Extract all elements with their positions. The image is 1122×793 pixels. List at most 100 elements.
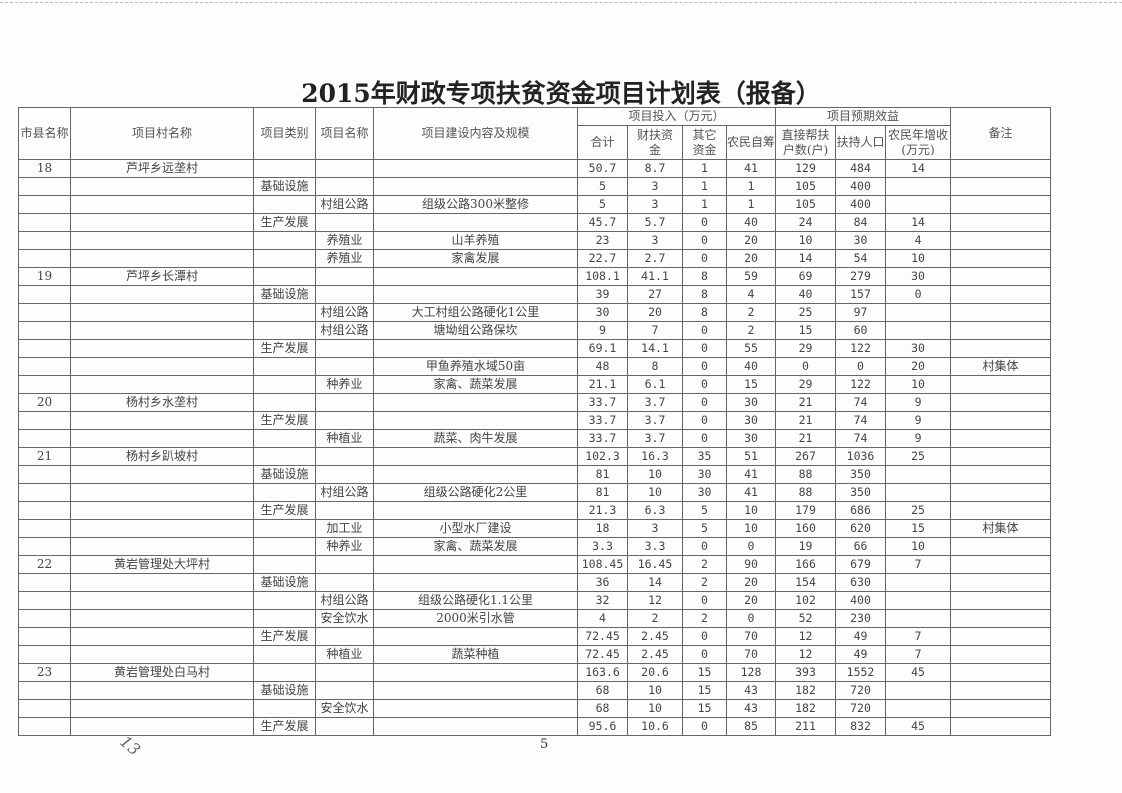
total-cell: 45.7	[577, 213, 628, 232]
self-cell: 1	[725, 177, 777, 196]
county-cell	[18, 717, 71, 736]
county-cell	[18, 501, 71, 520]
county-cell	[18, 465, 71, 484]
fiscal-cell: 3	[627, 519, 683, 538]
county-cell: 23	[18, 663, 71, 682]
county-cell	[18, 519, 71, 538]
income-cell: 20	[885, 357, 952, 376]
households-cell: 105	[775, 177, 837, 196]
note-cell	[950, 465, 1052, 484]
col-households: 直接帮扶户数(户)	[775, 125, 837, 160]
header-row-2: 合计 财扶资金 其它资金 农民自筹 直接帮扶户数(户) 扶持人口 农民年增收(万…	[19, 125, 1051, 160]
table-row: 生产发展 45.7 5.7 0 40 24 84 14	[18, 213, 1052, 232]
village-cell	[70, 573, 254, 592]
households-cell: 19	[775, 537, 837, 556]
fiscal-cell: 3.3	[627, 537, 683, 556]
category-cell	[253, 231, 316, 250]
category-cell: 基础设施	[253, 573, 316, 592]
households-cell: 52	[775, 609, 837, 628]
total-cell: 108.45	[577, 555, 628, 574]
self-cell: 15	[725, 375, 777, 394]
people-cell: 49	[835, 627, 887, 646]
category-cell	[253, 429, 316, 448]
county-cell	[18, 375, 71, 394]
county-cell	[18, 609, 71, 628]
project-cell: 安全饮水	[315, 609, 374, 628]
self-cell: 40	[725, 357, 777, 376]
category-cell	[253, 267, 316, 286]
village-cell	[70, 483, 254, 502]
content-cell	[373, 627, 578, 646]
self-cell: 41	[725, 465, 777, 484]
note-cell	[950, 645, 1052, 664]
households-cell: 267	[775, 447, 837, 466]
note-cell	[950, 195, 1052, 214]
table-row: 加工业 小型水厂建设 18 3 5 10 160 620 15 村集体	[18, 519, 1052, 538]
people-cell: 630	[835, 573, 887, 592]
households-cell: 15	[775, 321, 837, 340]
county-cell	[18, 321, 71, 340]
note-cell	[950, 501, 1052, 520]
village-cell	[70, 375, 254, 394]
category-cell: 生产发展	[253, 411, 316, 430]
total-cell: 5	[577, 177, 628, 196]
people-cell: 279	[835, 267, 887, 286]
total-cell: 23	[577, 231, 628, 250]
table-row: 安全饮水 68 10 15 43 182 720	[18, 699, 1052, 718]
people-cell: 74	[835, 393, 887, 412]
project-cell: 养殖业	[315, 249, 374, 268]
income-cell	[885, 609, 952, 628]
county-cell	[18, 177, 71, 196]
table-row: 种植业 蔬菜种植 72.45 2.45 0 70 12 49 7	[18, 645, 1052, 664]
village-cell	[70, 609, 254, 628]
village-cell	[70, 465, 254, 484]
households-cell: 14	[775, 249, 837, 268]
table-row: 基础设施 36 14 2 20 154 630	[18, 573, 1052, 592]
table-row: 养殖业 家禽发展 22.7 2.7 0 20 14 54 10	[18, 249, 1052, 268]
fiscal-cell: 14	[627, 573, 683, 592]
category-cell	[253, 591, 316, 610]
village-cell: 芦坪乡远垄村	[70, 159, 254, 178]
county-cell	[18, 591, 71, 610]
village-cell	[70, 213, 254, 232]
project-cell: 村组公路	[315, 591, 374, 610]
income-cell	[885, 321, 952, 340]
content-cell: 大工村组公路硬化1公里	[373, 303, 578, 322]
county-cell: 18	[18, 159, 71, 178]
county-cell	[18, 357, 71, 376]
category-cell	[253, 195, 316, 214]
total-cell: 108.1	[577, 267, 628, 286]
people-cell: 60	[835, 321, 887, 340]
other-cell: 2	[682, 555, 727, 574]
households-cell: 12	[775, 645, 837, 664]
other-cell: 1	[682, 195, 727, 214]
project-cell: 种养业	[315, 375, 374, 394]
other-cell: 0	[682, 627, 727, 646]
fiscal-cell: 2	[627, 609, 683, 628]
category-cell	[253, 555, 316, 574]
content-cell: 家禽发展	[373, 249, 578, 268]
self-cell: 10	[725, 501, 777, 520]
income-cell: 7	[885, 627, 952, 646]
people-cell: 484	[835, 159, 887, 178]
content-cell	[373, 555, 578, 574]
table-row: 18 芦坪乡远垄村 50.7 8.7 1 41 129 484 14	[18, 159, 1052, 178]
other-cell: 0	[682, 411, 727, 430]
fiscal-cell: 3.7	[627, 411, 683, 430]
other-cell: 30	[682, 483, 727, 502]
note-cell	[950, 177, 1052, 196]
category-cell	[253, 321, 316, 340]
total-cell: 163.6	[577, 663, 628, 682]
other-cell: 0	[682, 645, 727, 664]
county-cell	[18, 195, 71, 214]
people-cell: 1036	[835, 447, 887, 466]
county-cell	[18, 429, 71, 448]
people-cell: 122	[835, 375, 887, 394]
category-cell	[253, 483, 316, 502]
self-cell: 20	[725, 249, 777, 268]
people-cell: 686	[835, 501, 887, 520]
note-cell	[950, 447, 1052, 466]
households-cell: 29	[775, 375, 837, 394]
income-cell	[885, 195, 952, 214]
